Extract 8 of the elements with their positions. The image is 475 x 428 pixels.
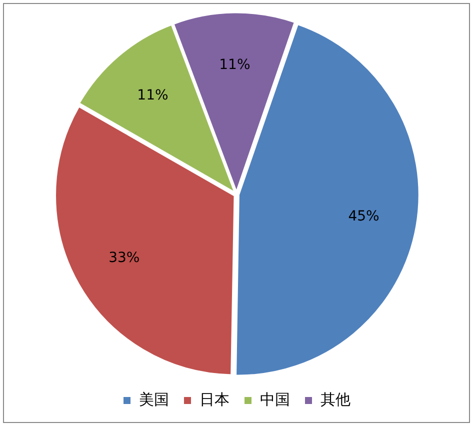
legend-label: 其他 bbox=[320, 390, 350, 408]
data-label: 11% bbox=[219, 56, 250, 73]
data-label: 11% bbox=[137, 88, 168, 104]
legend-label: 美国 bbox=[139, 390, 169, 408]
data-label: 45% bbox=[348, 208, 380, 225]
legend-label: 中国 bbox=[260, 390, 290, 408]
data-label: 33% bbox=[108, 250, 140, 266]
legend-label: 日本 bbox=[200, 390, 230, 408]
